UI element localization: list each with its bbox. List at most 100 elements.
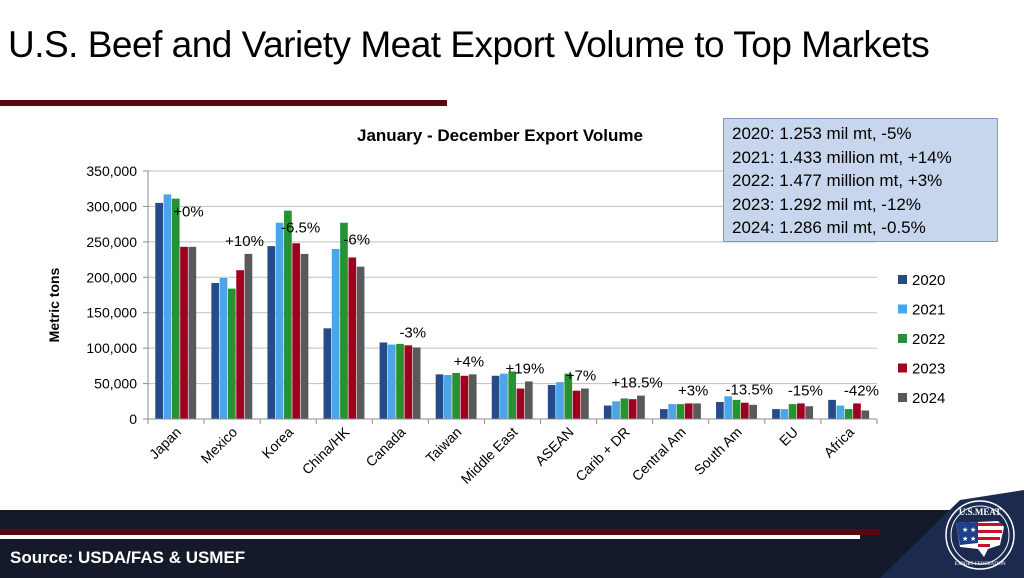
annual-summary-box: 2020: 1.253 mil mt, -5% 2021: 1.433 mill…	[723, 118, 998, 242]
bar-2024	[524, 381, 533, 419]
footer-red-stripe	[0, 529, 880, 535]
bar-2020	[211, 282, 220, 419]
legend-swatch-2021	[898, 304, 907, 314]
y-tick-label: 150,000	[86, 305, 137, 321]
bar-2021	[275, 222, 284, 419]
bar-2020	[379, 342, 388, 419]
y-tick-label: 100,000	[86, 340, 137, 356]
slide-title: U.S. Beef and Variety Meat Export Volume…	[8, 24, 930, 65]
change-annotation: -13.5%	[725, 382, 773, 399]
bar-2020	[491, 375, 500, 419]
bar-2020	[267, 246, 276, 419]
x-tick-label: Korea	[259, 424, 297, 462]
bar-2024	[412, 347, 421, 419]
bar-2024	[468, 374, 477, 419]
summary-line-2023: 2023: 1.292 mil mt, -12%	[732, 194, 921, 214]
change-annotation: -3%	[399, 324, 426, 341]
change-annotation: -6%	[343, 232, 370, 249]
legend-swatch-2024	[898, 393, 907, 402]
bar-2021	[331, 248, 340, 419]
bar-2023	[684, 403, 693, 419]
bar-2020	[155, 202, 163, 419]
legend-label-2022: 2022	[912, 331, 945, 348]
bar-2023	[236, 270, 244, 419]
bar-2021	[387, 344, 396, 419]
bar-2020	[603, 405, 612, 419]
bar-2021	[612, 401, 620, 419]
bar-2022	[564, 373, 573, 419]
bar-chart: January - December Export Volume Metric …	[46, 126, 945, 487]
bar-2024	[861, 410, 870, 419]
change-annotation: -6.5%	[281, 220, 320, 237]
bar-2021	[163, 194, 172, 419]
bar-2021	[668, 404, 676, 419]
source-note: Source: USDA/FAS & USMEF	[10, 548, 246, 567]
bar-2024	[637, 395, 645, 419]
bar-2024	[749, 404, 757, 419]
bar-2024	[693, 403, 701, 419]
footer-band	[0, 510, 1024, 578]
x-tick-label: China/HK	[299, 423, 353, 477]
bar-2023	[348, 257, 357, 419]
legend-swatch-2023	[898, 363, 907, 373]
bar-2022	[171, 198, 180, 419]
bar-2022	[396, 343, 404, 419]
x-tick-label: Mexico	[198, 424, 241, 467]
summary-line-2024: 2024: 1.286 mil mt, -0.5%	[732, 218, 926, 237]
bar-2020	[828, 399, 836, 419]
change-annotation: -42%	[844, 382, 879, 399]
change-annotation: +10%	[225, 233, 264, 250]
x-tick-label: Africa	[820, 424, 857, 461]
legend-swatch-2020	[898, 275, 907, 284]
y-tick-label: 250,000	[86, 234, 137, 250]
bar-2021	[836, 405, 845, 419]
bar-2022	[844, 409, 853, 419]
bar-2023	[516, 388, 525, 419]
legend-label-2021: 2021	[912, 302, 945, 319]
bar-2024	[188, 246, 197, 419]
bar-2021	[724, 396, 733, 419]
bar-2020	[323, 328, 332, 419]
bar-2020	[547, 384, 556, 419]
bar-2022	[788, 404, 797, 419]
y-tick-label: 50,000	[94, 376, 137, 392]
y-tick-label: 200,000	[86, 269, 137, 285]
change-annotation: +0%	[173, 203, 203, 220]
bar-2024	[244, 253, 253, 419]
x-tick-label: Middle East	[458, 424, 521, 487]
y-tick-label: 350,000	[86, 163, 137, 179]
bar-2024	[356, 266, 365, 419]
change-annotation: +4%	[454, 353, 484, 370]
bar-2023	[797, 403, 805, 419]
title-divider	[0, 100, 447, 106]
bar-2024	[805, 406, 814, 419]
y-tick-label: 0	[129, 411, 137, 427]
x-tick-label: South Am	[691, 424, 745, 478]
bar-2021	[219, 277, 228, 419]
legend-label-2020: 2020	[912, 272, 945, 289]
bar-2022	[284, 210, 292, 419]
footer-white-stripe	[0, 535, 860, 539]
bar-2020	[716, 401, 724, 419]
bar-2020	[659, 409, 668, 419]
bar-2022	[620, 398, 629, 419]
bar-2023	[180, 246, 188, 419]
bar-2022	[732, 399, 741, 419]
bar-2021	[780, 409, 789, 419]
summary-line-2022: 2022: 1.477 million mt, +3%	[732, 171, 943, 190]
bar-2020	[772, 409, 780, 419]
bar-2023	[292, 243, 301, 419]
summary-line-2020: 2020: 1.253 mil mt, -5%	[732, 124, 912, 143]
bar-2021	[500, 373, 508, 419]
chart-title: January - December Export Volume	[357, 126, 643, 145]
bar-2024	[581, 388, 589, 419]
bar-2023	[572, 390, 581, 419]
bar-2022	[508, 371, 517, 419]
bar-2022	[676, 404, 685, 419]
legend-swatch-2022	[898, 334, 907, 343]
y-axis-label: Metric tons	[46, 267, 62, 342]
y-tick-label: 300,000	[86, 198, 137, 214]
bar-2022	[227, 288, 236, 419]
bar-2023	[853, 403, 861, 419]
bar-2023	[460, 375, 469, 419]
